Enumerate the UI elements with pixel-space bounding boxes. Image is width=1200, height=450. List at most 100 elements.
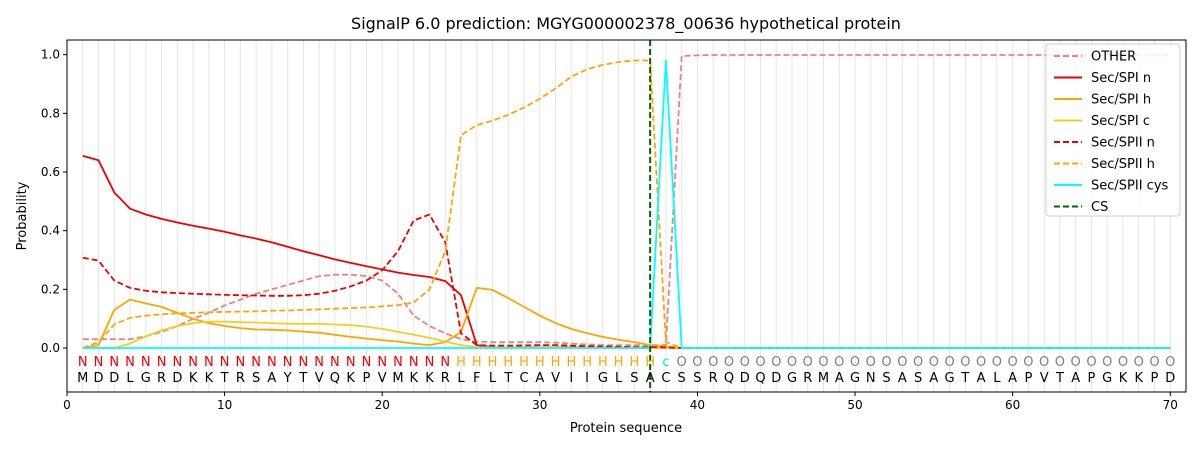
- series-lines: [82, 40, 1171, 392]
- x-tick-label: 0: [63, 398, 71, 412]
- state-label: N: [78, 355, 88, 370]
- plot-frame: [66, 39, 1187, 393]
- vertical-grid: [82, 40, 1171, 392]
- legend-label: CS: [1091, 200, 1108, 215]
- state-label: O: [1039, 355, 1049, 370]
- y-axis-label: Probability: [15, 181, 30, 250]
- state-label: N: [94, 355, 104, 370]
- state-label: O: [708, 355, 718, 370]
- x-tick-label: 60: [1005, 398, 1020, 412]
- state-label: N: [330, 355, 340, 370]
- residue-label: S: [693, 371, 701, 386]
- residue-label: A: [535, 371, 544, 386]
- state-label: O: [787, 355, 797, 370]
- residue-label: P: [1088, 371, 1096, 386]
- chart-title: SignalP 6.0 prediction: MGYG000002378_00…: [351, 14, 901, 34]
- residue-label: Y: [283, 371, 292, 386]
- residue-label: M: [77, 371, 88, 386]
- residue-label: G: [1102, 371, 1112, 386]
- state-label: H: [535, 355, 545, 370]
- state-label: N: [109, 355, 119, 370]
- residue-label: A: [646, 371, 655, 386]
- residue-label: G: [850, 371, 860, 386]
- state-label: N: [251, 355, 261, 370]
- residue-label: V: [378, 371, 387, 386]
- residue-label: I: [569, 371, 573, 386]
- residue-label: K: [205, 371, 214, 386]
- state-label: N: [220, 355, 230, 370]
- x-tick-label: 10: [217, 398, 232, 412]
- residue-label: R: [803, 371, 812, 386]
- residue-label: N: [866, 371, 876, 386]
- residue-label: R: [236, 371, 245, 386]
- residue-label: Q: [724, 371, 734, 386]
- residue-label: D: [1165, 371, 1175, 386]
- series-line-other: [82, 54, 1171, 347]
- residue-label: S: [882, 371, 890, 386]
- residue-label: V: [315, 371, 324, 386]
- residue-label: D: [172, 371, 182, 386]
- residue-label: F: [473, 371, 480, 386]
- residue-label: K: [1134, 371, 1143, 386]
- x-tick-label: 20: [375, 398, 390, 412]
- state-label: O: [992, 355, 1002, 370]
- legend-label: Sec/SPI h: [1091, 93, 1151, 108]
- residue-label: T: [960, 371, 969, 386]
- state-label: O: [1149, 355, 1159, 370]
- residue-label: V: [1040, 371, 1049, 386]
- residue-label: C: [520, 371, 529, 386]
- state-label: O: [960, 355, 970, 370]
- state-label: O: [1023, 355, 1033, 370]
- state-label: H: [488, 355, 498, 370]
- residue-label: D: [740, 371, 750, 386]
- state-label: N: [283, 355, 293, 370]
- state-label: O: [897, 355, 907, 370]
- residue-label: G: [945, 371, 955, 386]
- residue-label: S: [252, 371, 260, 386]
- x-tick-label: 50: [847, 398, 862, 412]
- residue-label: K: [409, 371, 418, 386]
- state-label: H: [519, 355, 529, 370]
- y-tick-label: 0.0: [41, 341, 60, 355]
- residue-label: I: [585, 371, 589, 386]
- state-label: O: [1071, 355, 1081, 370]
- legend-label: Sec/SPII cys: [1091, 179, 1169, 194]
- residue-label: P: [1024, 371, 1032, 386]
- residue-label: T: [503, 371, 512, 386]
- state-label: H: [598, 355, 608, 370]
- residue-label: K: [346, 371, 355, 386]
- state-label: O: [1055, 355, 1065, 370]
- state-label: N: [267, 355, 277, 370]
- y-tick-label: 0.6: [41, 165, 60, 179]
- state-label: H: [629, 355, 639, 370]
- residue-label: K: [425, 371, 434, 386]
- state-label: N: [377, 355, 387, 370]
- residue-label: K: [1119, 371, 1128, 386]
- residue-label: K: [189, 371, 198, 386]
- y-tick-label: 1.0: [41, 48, 60, 62]
- residue-label: D: [771, 371, 781, 386]
- state-label: H: [582, 355, 592, 370]
- state-label: O: [834, 355, 844, 370]
- legend-label: Sec/SPI n: [1091, 71, 1151, 86]
- y-tick-label: 0.8: [41, 106, 60, 120]
- residue-label: L: [457, 371, 465, 386]
- residue-label: A: [267, 371, 276, 386]
- state-label: H: [645, 355, 655, 370]
- state-label: N: [440, 355, 450, 370]
- state-label: O: [1134, 355, 1144, 370]
- state-label: N: [314, 355, 324, 370]
- x-axis-ticks: 0 10 20 30 40 50 60 70: [63, 392, 1178, 412]
- residue-label: M: [818, 371, 829, 386]
- state-label: c: [662, 355, 669, 370]
- residue-label: R: [709, 371, 718, 386]
- state-label: N: [125, 355, 135, 370]
- residue-label: M: [392, 371, 403, 386]
- x-tick-label: 70: [1163, 398, 1178, 412]
- residue-label: R: [157, 371, 166, 386]
- state-label: N: [346, 355, 356, 370]
- residue-label: A: [929, 371, 938, 386]
- residue-label: T: [220, 371, 229, 386]
